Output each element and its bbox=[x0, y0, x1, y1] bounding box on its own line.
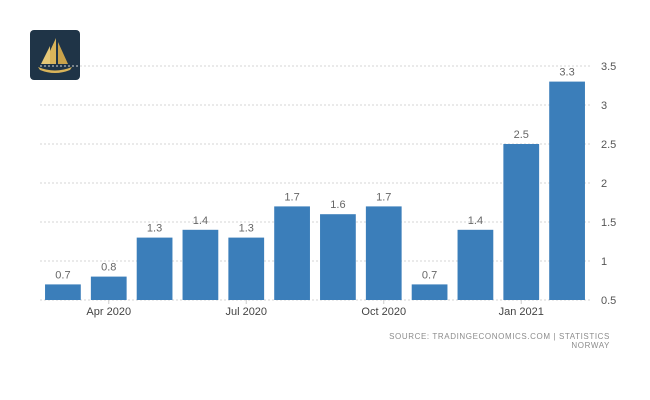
y-tick-label: 3.5 bbox=[601, 61, 616, 73]
bar-value-label: 1.3 bbox=[147, 223, 162, 235]
bar-value-label: 1.4 bbox=[468, 215, 483, 227]
bar-value-label: 2.5 bbox=[514, 129, 529, 141]
y-tick-label: 1 bbox=[601, 256, 607, 268]
x-tick-label: Jul 2020 bbox=[225, 306, 267, 318]
bar-value-label: 0.7 bbox=[422, 269, 437, 281]
y-axis-ticks: 0.5 1 1.5 2 2.5 3 3.5 bbox=[601, 61, 616, 307]
x-tick-label: Oct 2020 bbox=[361, 306, 406, 318]
y-tick-label: 0.5 bbox=[601, 295, 616, 307]
bar bbox=[503, 144, 540, 300]
bar bbox=[228, 237, 265, 300]
source-note: SOURCE: TRADINGECONOMICS.COM | STATISTIC… bbox=[389, 332, 610, 350]
x-tick-label: Apr 2020 bbox=[86, 306, 131, 318]
bar-value-label: 0.8 bbox=[101, 262, 116, 274]
bar bbox=[182, 229, 219, 300]
bar-value-label: 1.4 bbox=[193, 215, 208, 227]
x-axis-ticks: Apr 2020 Jul 2020 Oct 2020 Jan 2021 bbox=[86, 300, 544, 318]
bar-value-label: 1.7 bbox=[284, 191, 299, 203]
sailboat-logo-icon bbox=[38, 38, 72, 73]
bar bbox=[90, 276, 127, 300]
y-tick-label: 1.5 bbox=[601, 217, 616, 229]
bar bbox=[274, 206, 310, 300]
y-tick-label: 2.5 bbox=[601, 139, 616, 151]
bar bbox=[136, 237, 173, 300]
bar-value-label: 1.7 bbox=[376, 191, 391, 203]
bar bbox=[457, 229, 494, 300]
x-tick-label: Jan 2021 bbox=[499, 306, 544, 318]
y-tick-label: 2 bbox=[601, 178, 607, 190]
bar bbox=[320, 214, 356, 300]
bar-value-label: 1.3 bbox=[239, 223, 254, 235]
y-tick-label: 3 bbox=[601, 100, 607, 112]
bar bbox=[549, 81, 585, 300]
bar bbox=[411, 284, 448, 300]
bars bbox=[45, 81, 585, 300]
bar-value-label: 0.7 bbox=[55, 269, 70, 281]
bar bbox=[45, 284, 81, 300]
bar bbox=[365, 206, 402, 300]
data-labels: 0.7 0.8 1.3 1.4 1.3 1.7 1.6 1.7 0.7 1.4 2.5 3.3 bbox=[55, 67, 574, 282]
bar-value-label: 3.3 bbox=[559, 67, 574, 79]
bar-value-label: 1.6 bbox=[330, 199, 345, 211]
brand-logo bbox=[30, 30, 80, 80]
